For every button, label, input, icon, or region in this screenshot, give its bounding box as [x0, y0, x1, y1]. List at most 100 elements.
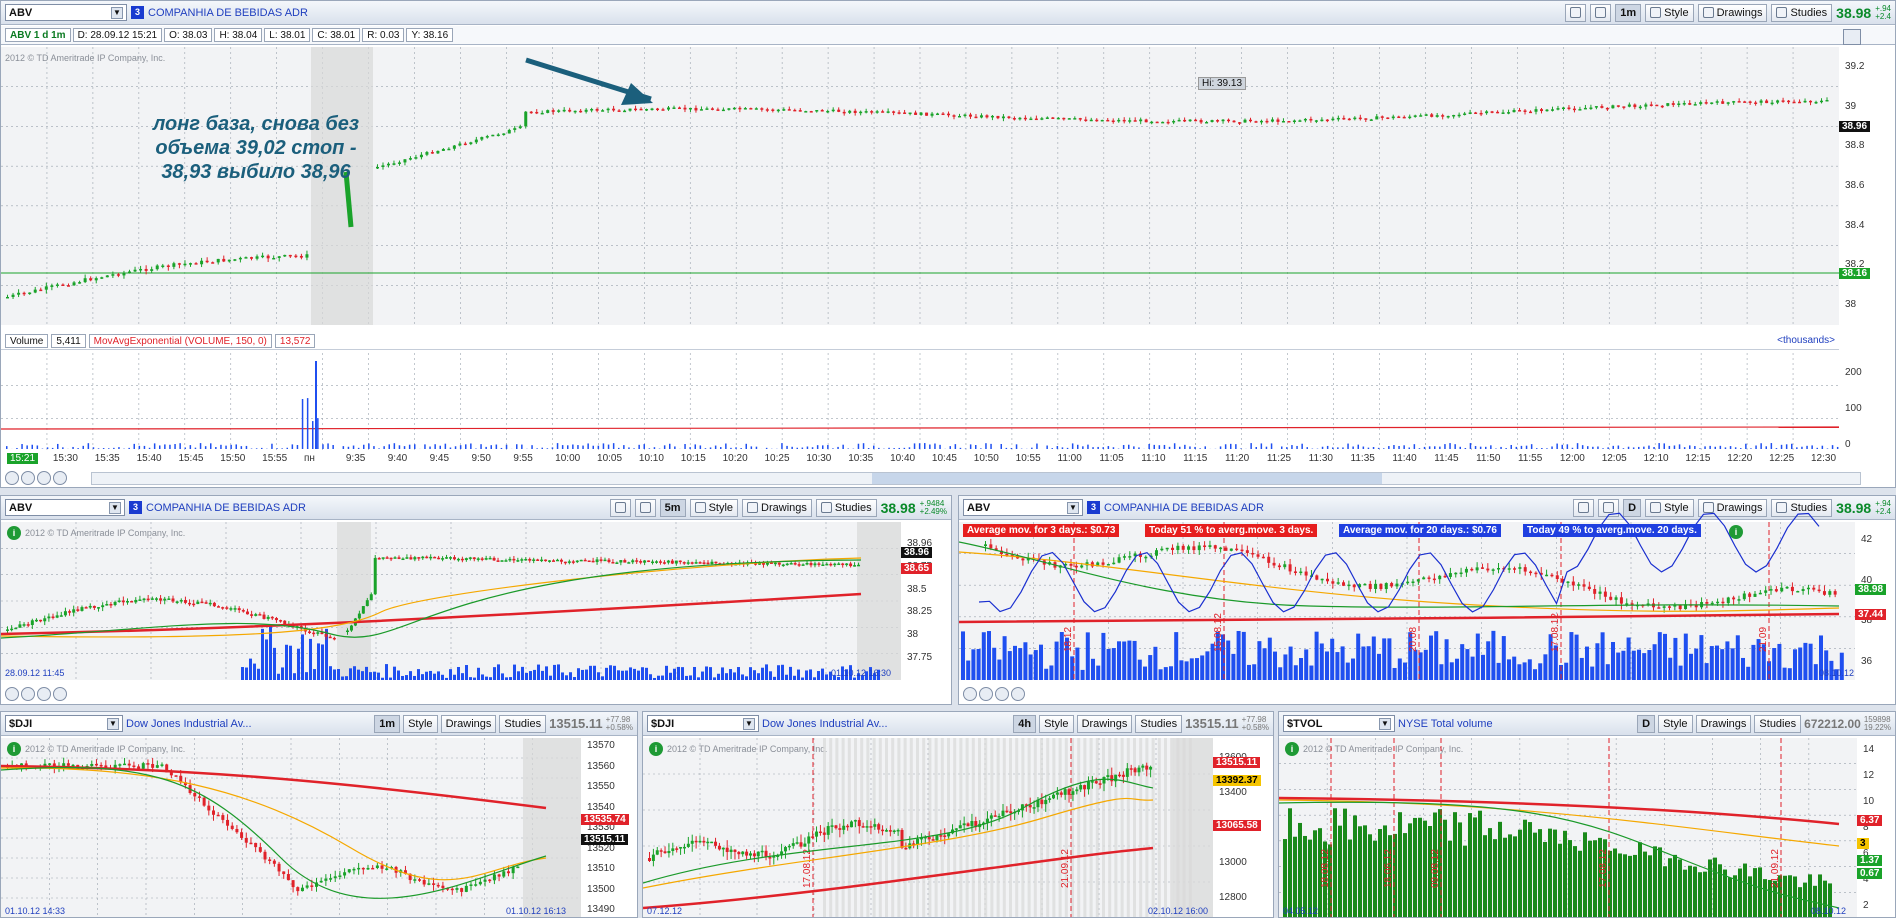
gear-icon[interactable] [1573, 498, 1595, 517]
style-button[interactable]: Style [689, 498, 739, 517]
style-button[interactable]: Style [1645, 3, 1694, 22]
studies-button[interactable]: Studies [1135, 714, 1183, 733]
volume-bar [1595, 643, 1600, 680]
style-button[interactable]: Style [1658, 714, 1693, 733]
volume-bar [1475, 633, 1480, 680]
plot-tvol[interactable]: i 2012 © TD Ameritrade IP Company, Inc. … [1279, 738, 1857, 917]
zoom-fit-icon[interactable] [995, 687, 1009, 701]
main-price-axis[interactable]: 39.2 39 38.8 38.6 38.4 38.2 38 [1839, 47, 1879, 325]
zoom-in-icon[interactable] [5, 471, 19, 485]
cursor-icon[interactable] [53, 471, 67, 485]
studies-button[interactable]: Studies [499, 714, 547, 733]
candle-body [385, 557, 389, 559]
chevron-down-icon[interactable]: ▼ [1067, 501, 1079, 514]
info-icon[interactable]: i [7, 526, 21, 540]
aggregation-button[interactable]: D [1623, 498, 1642, 517]
symbol-input[interactable]: $DJI ▼ [647, 715, 759, 732]
plot-abv-daily[interactable]: 18.12 15.08.12 20.08 17.08.12 21.09 Average … [959, 512, 1855, 680]
style-icon [694, 502, 706, 513]
zoom-in-icon[interactable] [963, 687, 977, 701]
candle-body [698, 840, 702, 843]
candle-body [690, 562, 694, 564]
volume-bar [1356, 633, 1361, 680]
wrench-icon[interactable] [634, 498, 656, 517]
marker-label: 21.09 [1758, 627, 1769, 652]
gear-icon[interactable] [609, 498, 631, 517]
time-axis[interactable]: 15:2515:3015:3515:4015:4515:5015:55пн9:3… [1, 451, 1839, 467]
drawings-button[interactable]: Drawings [742, 498, 812, 517]
drawings-button[interactable]: Drawings [1697, 3, 1768, 22]
info-icon[interactable]: i [649, 742, 663, 756]
symbol-input[interactable]: ABV ▼ [5, 4, 127, 21]
link-badge[interactable]: 3 [1087, 501, 1100, 514]
aggregation-button[interactable]: 5m [659, 498, 686, 517]
p3-price-axis[interactable]: 42 40 38 36 [1855, 522, 1895, 680]
main-price-plot[interactable]: 2012 © TD Ameritrade IP Company, Inc. ло… [1, 47, 1839, 325]
zoom-in-icon[interactable] [5, 687, 19, 701]
studies-button[interactable]: Studies [1771, 3, 1833, 22]
zoom-controls[interactable] [5, 686, 67, 702]
chevron-down-icon[interactable]: ▼ [111, 6, 123, 19]
cursor-icon[interactable] [53, 687, 67, 701]
drawings-button[interactable]: Drawings [440, 714, 497, 733]
zoom-out-icon[interactable] [21, 687, 35, 701]
plot-dji-4h[interactable]: i 2012 © TD Ameritrade IP Company, Inc. … [643, 738, 1213, 917]
zoom-fit-icon[interactable] [37, 471, 51, 485]
candle-body [908, 112, 912, 115]
zoom-controls[interactable] [5, 470, 67, 486]
studies-button[interactable]: Studies [815, 498, 877, 517]
drawings-button[interactable]: Drawings [1076, 714, 1133, 733]
zoom-out-icon[interactable] [21, 471, 35, 485]
drawings-button[interactable]: Drawings [1697, 498, 1768, 517]
zoom-out-icon[interactable] [979, 687, 993, 701]
plot-abv-5m[interactable]: i 2012 © TD Ameritrade IP Company, Inc. … [1, 522, 901, 680]
aggregation-button[interactable]: 1m [1615, 3, 1642, 22]
info-icon[interactable]: i [7, 742, 21, 756]
link-badge[interactable]: 3 [129, 501, 142, 514]
gear-icon[interactable] [1565, 3, 1587, 22]
scrollbar-thumb[interactable] [872, 473, 1382, 484]
volume-plot[interactable] [1, 353, 1840, 451]
aggregation-button[interactable]: D [1637, 714, 1656, 733]
volume-bar [816, 445, 819, 449]
style-button[interactable]: Style [403, 714, 438, 733]
info-icon[interactable]: i [1285, 742, 1299, 756]
zoom-fit-icon[interactable] [37, 687, 51, 701]
wrench-icon[interactable] [1598, 498, 1620, 517]
gear-icon[interactable] [1843, 29, 1861, 45]
wrench-icon[interactable] [1590, 3, 1612, 22]
candle-body [817, 563, 821, 565]
zoom-controls[interactable] [963, 686, 1025, 702]
symbol-input[interactable]: ABV ▼ [5, 499, 125, 516]
cursor-icon[interactable] [1011, 687, 1025, 701]
chevron-down-icon[interactable]: ▼ [1379, 717, 1391, 730]
x-tick-label: 15:55 [262, 453, 288, 464]
ema-red-line [643, 846, 1154, 910]
chevron-down-icon[interactable]: ▼ [743, 717, 755, 730]
p6-price-axis[interactable]: 14 12 10 8 6 4 2 [1857, 738, 1895, 917]
candle-body [1798, 101, 1802, 104]
style-button[interactable]: Style [1039, 714, 1074, 733]
studies-button[interactable]: Studies [1754, 714, 1802, 733]
chevron-down-icon[interactable]: ▼ [109, 501, 121, 514]
symbol-input[interactable]: ABV ▼ [963, 499, 1083, 516]
drawings-button[interactable]: Drawings [1695, 714, 1752, 733]
studies-button[interactable]: Studies [1771, 498, 1833, 517]
symbol-input[interactable]: $DJI ▼ [5, 715, 123, 732]
horizontal-scrollbar[interactable] [91, 472, 1861, 485]
link-badge[interactable]: 3 [131, 6, 144, 19]
change-pct: 19.22% [1863, 722, 1891, 732]
volume-bar [1501, 636, 1506, 680]
style-button[interactable]: Style [1645, 498, 1694, 517]
aggregation-button[interactable]: 1m [374, 714, 401, 733]
ema-study-label[interactable]: MovAvgExponential (VOLUME, 150, 0) [88, 333, 272, 348]
chevron-down-icon[interactable]: ▼ [107, 717, 119, 730]
symbol-input[interactable]: $TVOL ▼ [1283, 715, 1395, 732]
session-stripe [1126, 738, 1130, 917]
p4-price-axis[interactable]: 13570 13560 13550 13540 13530 13520 13510 13500… [581, 738, 637, 917]
aggregation-button[interactable]: 4h [1013, 714, 1037, 733]
plot-dji-1m[interactable]: i 2012 © TD Ameritrade IP Company, Inc. … [1, 738, 581, 917]
info-icon[interactable]: i [1729, 525, 1743, 539]
candle-body [951, 829, 954, 834]
